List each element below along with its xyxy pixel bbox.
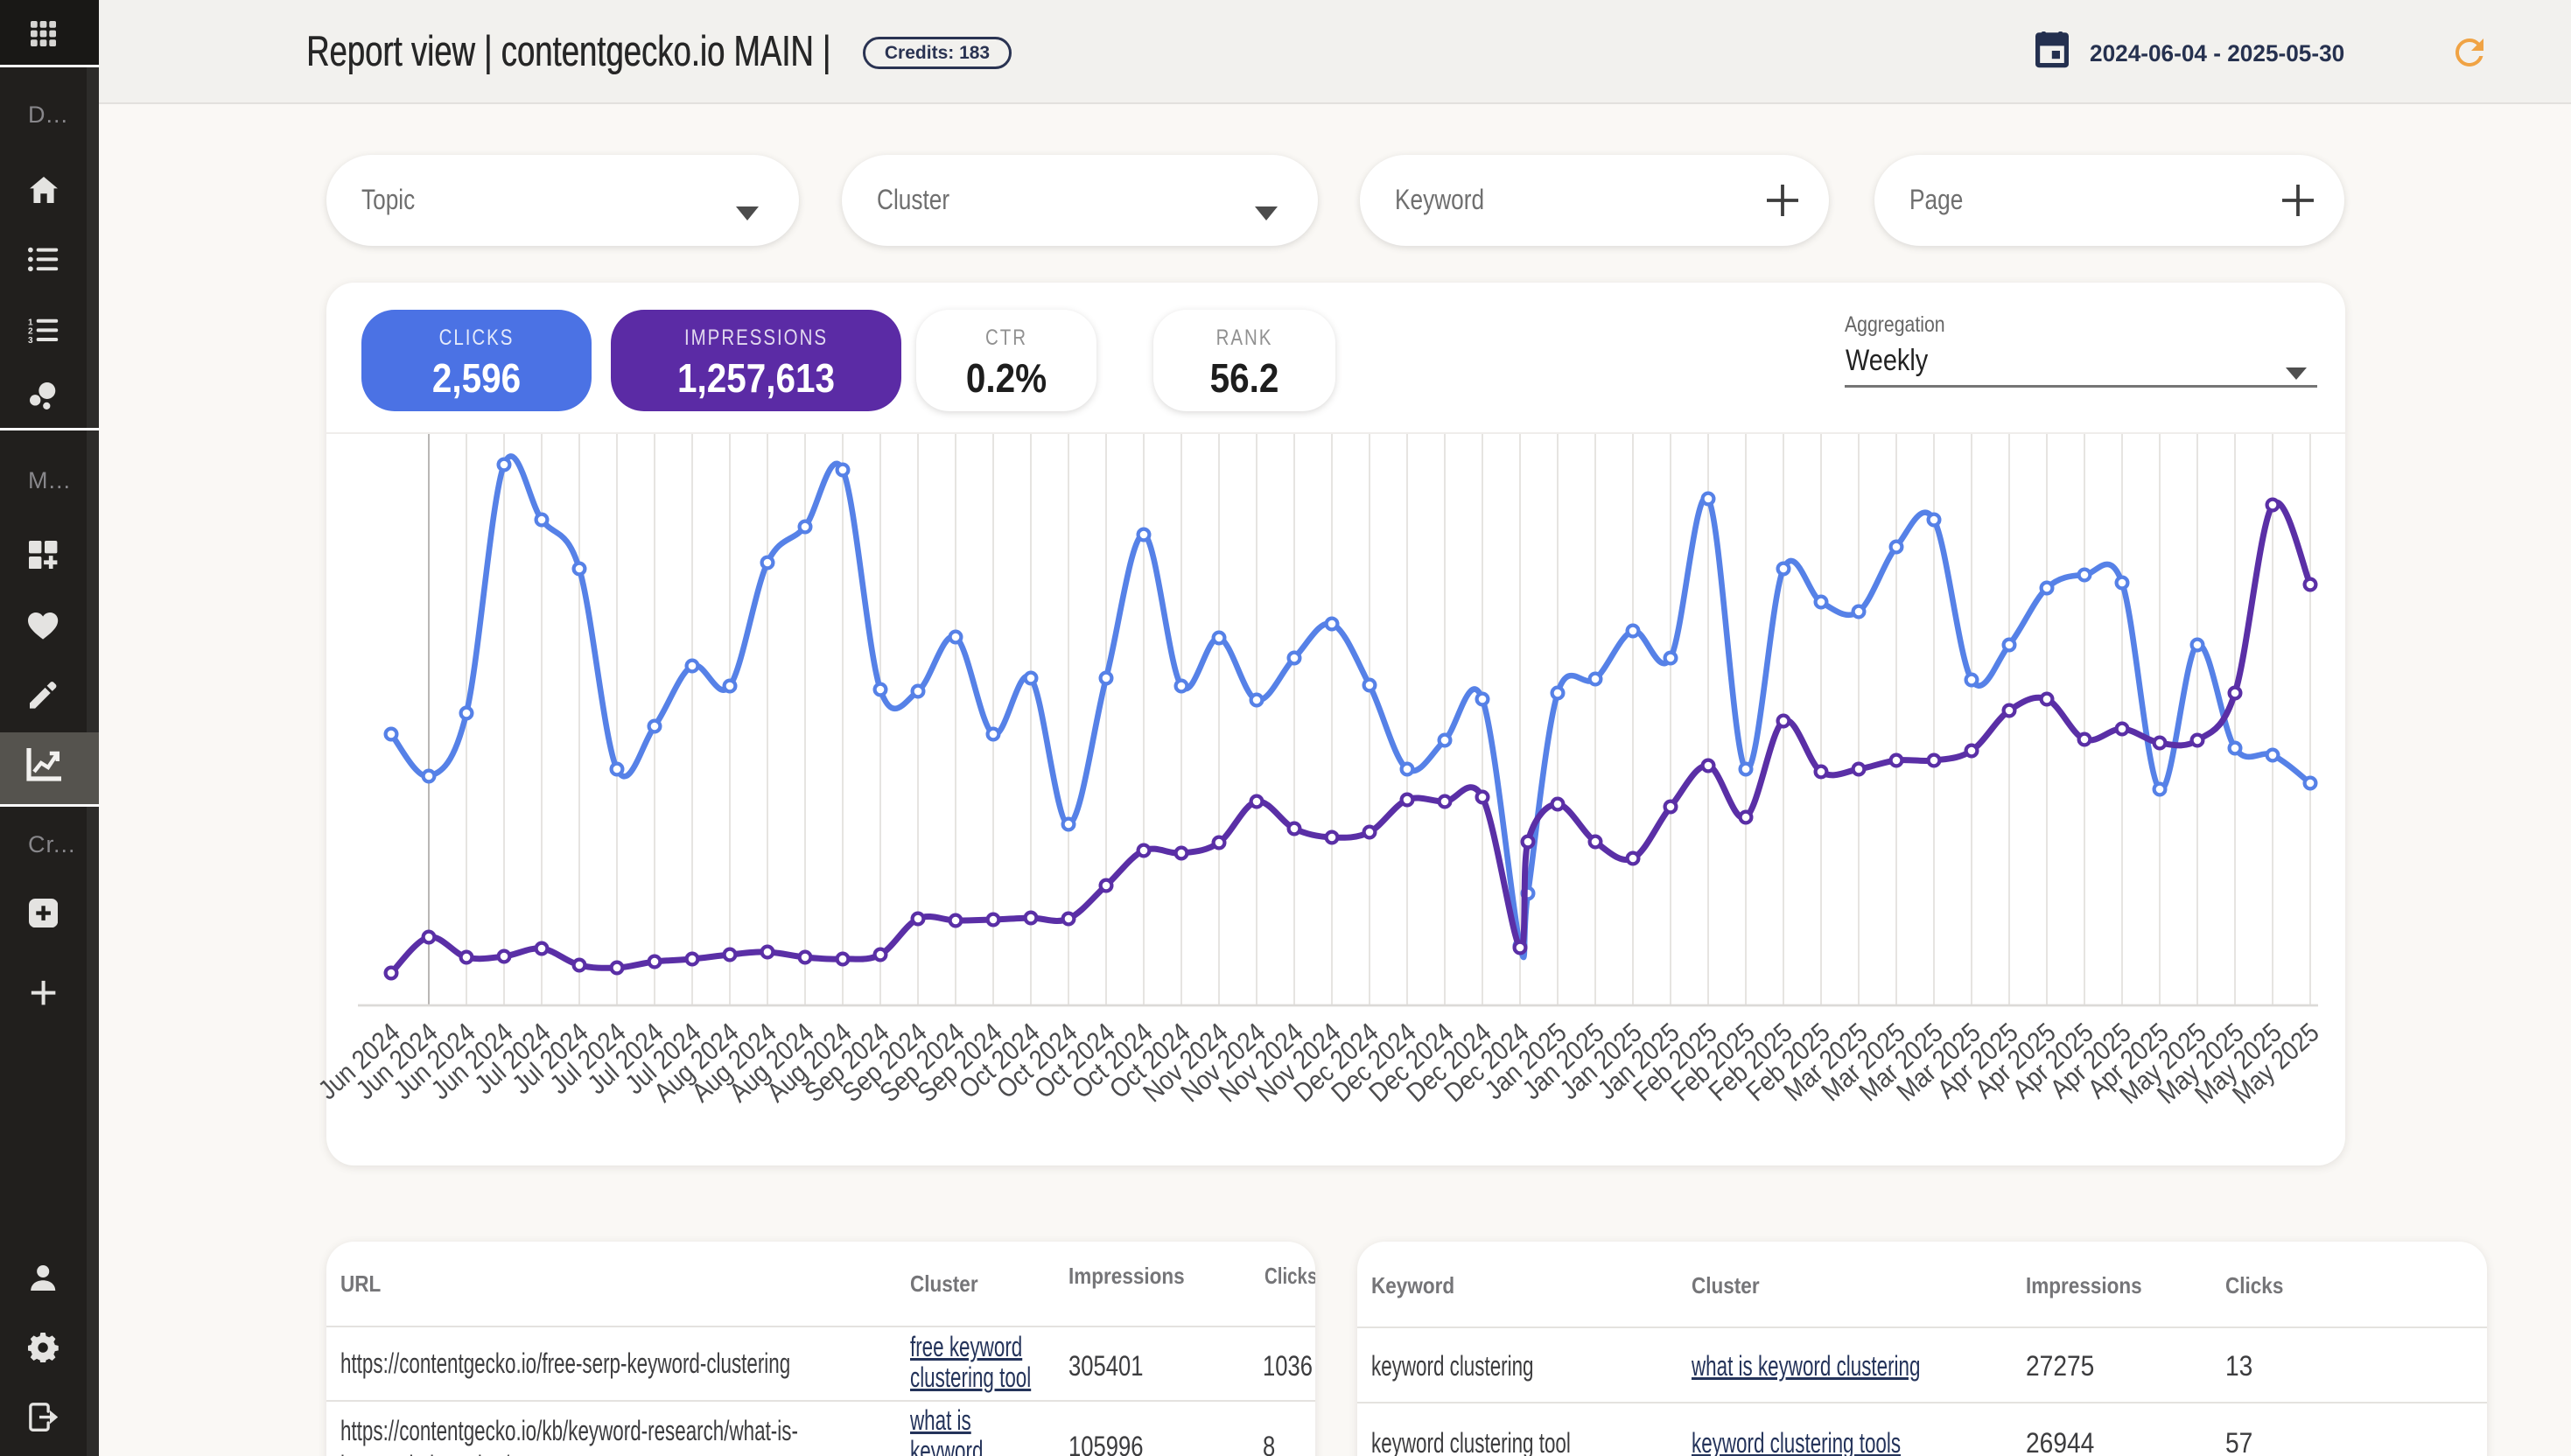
svg-text:1: 1 xyxy=(28,318,33,327)
svg-text:2: 2 xyxy=(28,327,33,337)
svg-text:3: 3 xyxy=(28,336,33,343)
